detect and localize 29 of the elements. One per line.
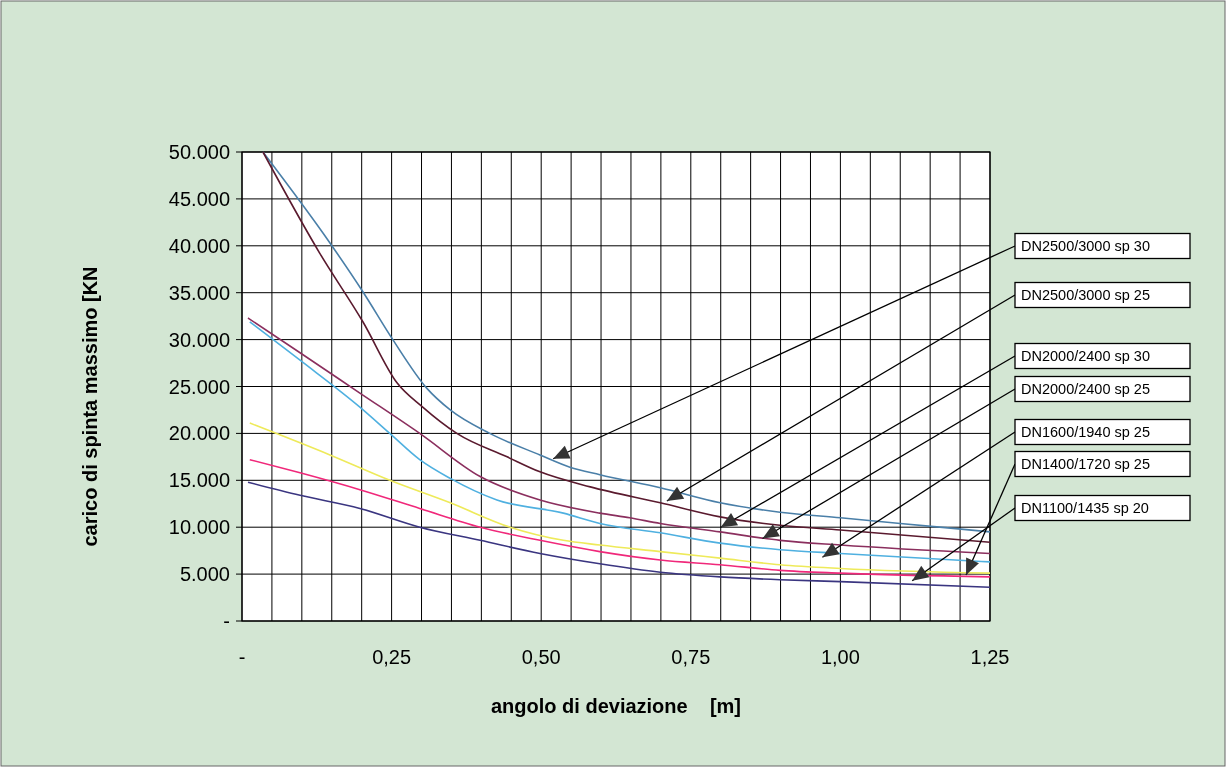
line-series	[248, 422, 991, 574]
y-tick-label: 45.000	[168, 187, 230, 210]
line-series	[247, 481, 991, 589]
line-series	[248, 458, 991, 578]
annotation: DN1600/1940 sp 25	[1021, 424, 1150, 441]
x-tick-label: 0,25	[372, 646, 412, 668]
x-tick-label: 0,50	[521, 646, 561, 668]
y-tick-label: 20.000	[168, 422, 230, 445]
x-tick-label: 1,25	[970, 646, 1010, 668]
y-tick-label: 35.000	[168, 281, 230, 304]
annotation: DN2000/2400 sp 30	[1021, 348, 1150, 365]
y-tick-label: 50.000	[168, 141, 230, 163]
y-tick-label: 5.000	[179, 563, 230, 586]
y-tick-label: 15.000	[168, 469, 230, 492]
y-tick-label: 30.000	[168, 328, 230, 351]
y-axis-title: carico di spinta massimo [KN	[79, 266, 101, 547]
annotation: DN2000/2400 sp 25	[1021, 381, 1150, 398]
y-tick-label: 25.000	[168, 375, 230, 398]
y-tick-label: 40.000	[168, 234, 230, 257]
y-tick-label: 10.000	[168, 516, 230, 539]
annotation: DN1100/1435 sp 20	[1021, 500, 1149, 517]
x-axis-title: angolo di deviazione [m]	[490, 695, 742, 717]
annotation: DN1400/1720 sp 25	[1021, 456, 1150, 473]
x-tick-label: 0,75	[671, 646, 711, 668]
y-tick-label: -	[223, 610, 230, 632]
annotation: DN2500/3000 sp 25	[1021, 287, 1150, 304]
x-tick-label: 1,00	[820, 646, 860, 668]
annotation: DN2500/3000 sp 30	[1021, 238, 1150, 255]
x-tick-label: -	[238, 646, 246, 668]
